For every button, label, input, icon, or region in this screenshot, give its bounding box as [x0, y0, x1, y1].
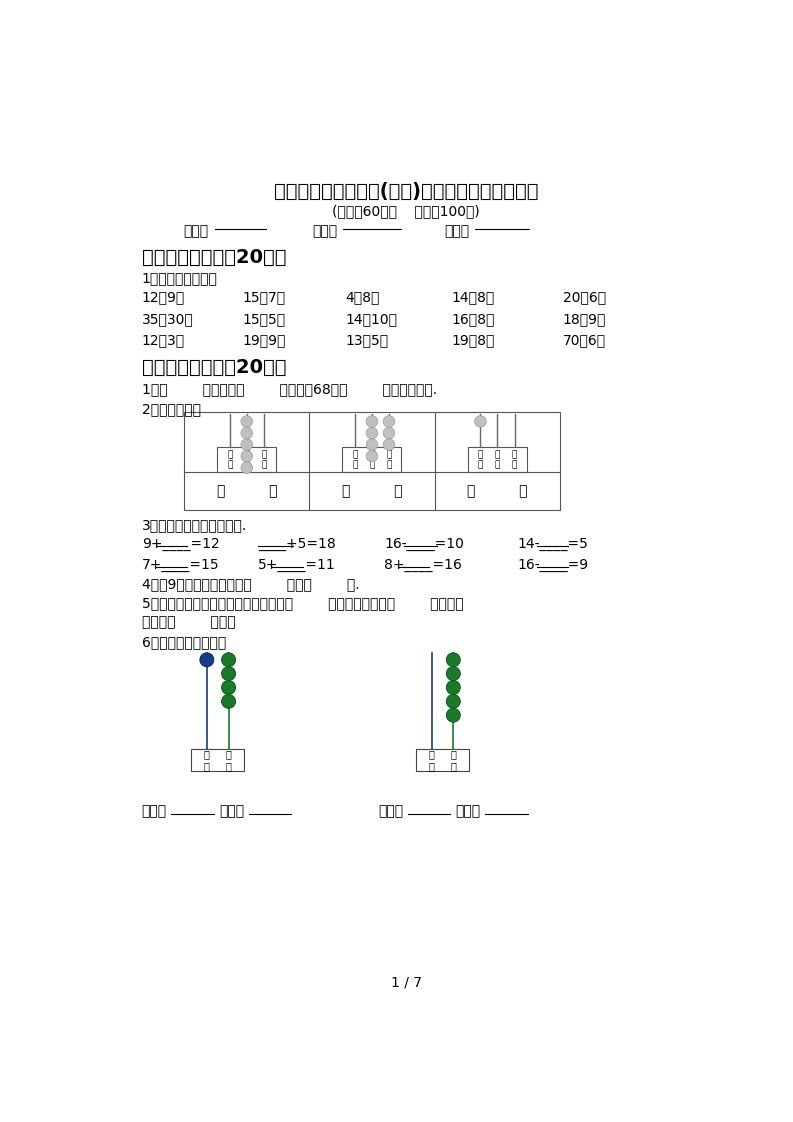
Text: 19－9＝: 19－9＝ — [243, 333, 285, 348]
Circle shape — [221, 666, 236, 681]
Bar — [416, 749, 469, 771]
Circle shape — [446, 681, 460, 695]
Text: 9+____=12: 9+____=12 — [142, 536, 220, 551]
Text: 姓名：: 姓名： — [312, 224, 337, 238]
Text: 一、计算小能手（20分）: 一、计算小能手（20分） — [142, 248, 286, 267]
Text: 70＋6＝: 70＋6＝ — [562, 333, 606, 348]
Bar — [185, 412, 560, 511]
Text: 1 / 7: 1 / 7 — [390, 975, 422, 990]
Circle shape — [241, 462, 253, 473]
Circle shape — [446, 666, 460, 681]
Bar — [217, 448, 276, 472]
Circle shape — [221, 695, 236, 708]
Text: （          ）: （ ） — [216, 485, 277, 498]
Text: 十
位: 十 位 — [244, 450, 250, 469]
Text: 班级：: 班级： — [183, 224, 208, 238]
Circle shape — [221, 681, 236, 695]
Text: 13－5＝: 13－5＝ — [346, 333, 389, 348]
Text: 15＋5＝: 15＋5＝ — [243, 312, 285, 325]
Text: 14-____=5: 14-____=5 — [518, 536, 588, 551]
Text: 20＋6＝: 20＋6＝ — [562, 291, 606, 304]
Text: 6、写一写，读一读。: 6、写一写，读一读。 — [142, 635, 226, 650]
Text: 16－8＝: 16－8＝ — [452, 312, 495, 325]
Circle shape — [475, 415, 486, 427]
Text: 4、和9万相邻的两个数是（        ）和（        ）.: 4、和9万相邻的两个数是（ ）和（ ）. — [142, 578, 359, 591]
Text: (时间：60分钟    分数：100分): (时间：60分钟 分数：100分) — [332, 204, 480, 218]
Text: 5、计数器上，从右边数起，第一位是（        ）位，第二位是（        ）位，第: 5、计数器上，从右边数起，第一位是（ ）位，第二位是（ ）位，第 — [142, 597, 463, 610]
Text: 十
位: 十 位 — [429, 749, 435, 771]
Text: 百
位: 百 位 — [477, 450, 483, 469]
Text: 12－3＝: 12－3＝ — [142, 333, 185, 348]
Text: 个
位: 个 位 — [226, 749, 232, 771]
Circle shape — [446, 695, 460, 708]
Circle shape — [200, 653, 214, 666]
Circle shape — [383, 439, 395, 450]
Circle shape — [366, 415, 377, 427]
Text: 读作：: 读作： — [456, 804, 481, 819]
Text: 百
位: 百 位 — [227, 450, 232, 469]
Text: 个
位: 个 位 — [261, 450, 266, 469]
Text: 写作：: 写作： — [378, 804, 404, 819]
Text: 1、直接写出得数。: 1、直接写出得数。 — [142, 270, 217, 285]
Text: 十
位: 十 位 — [370, 450, 374, 469]
Bar — [191, 749, 244, 771]
Circle shape — [383, 415, 395, 427]
Text: 新人教版一年级数学(下册)期末质量分析卷及答案: 新人教版一年级数学(下册)期末质量分析卷及答案 — [274, 183, 538, 201]
Bar — [343, 448, 401, 472]
Text: 5+____=11: 5+____=11 — [258, 558, 335, 572]
Text: 15－7＝: 15－7＝ — [243, 291, 285, 304]
Text: 7+____=15: 7+____=15 — [142, 558, 220, 572]
Bar — [468, 448, 527, 472]
Text: ____+5=18: ____+5=18 — [258, 536, 335, 551]
Circle shape — [383, 427, 395, 439]
Text: 14－10＝: 14－10＝ — [346, 312, 397, 325]
Text: 35－30＝: 35－30＝ — [142, 312, 193, 325]
Text: 个
位: 个 位 — [386, 450, 392, 469]
Text: 8+____=16: 8+____=16 — [385, 558, 462, 572]
Text: 19－8＝: 19－8＝ — [452, 333, 495, 348]
Text: 18－9＝: 18－9＝ — [562, 312, 606, 325]
Circle shape — [446, 653, 460, 666]
Circle shape — [241, 450, 253, 462]
Text: （          ）: （ ） — [342, 485, 402, 498]
Text: 14－8＝: 14－8＝ — [452, 291, 495, 304]
Text: 个
位: 个 位 — [450, 749, 456, 771]
Text: 16-____=10: 16-____=10 — [385, 536, 464, 551]
Text: 分数：: 分数： — [444, 224, 469, 238]
Text: 读作：: 读作： — [219, 804, 244, 819]
Circle shape — [241, 439, 253, 450]
Text: （          ）: （ ） — [467, 485, 527, 498]
Circle shape — [241, 415, 253, 427]
Text: 个
位: 个 位 — [511, 450, 517, 469]
Text: 十
位: 十 位 — [495, 450, 500, 469]
Text: 写作：: 写作： — [142, 804, 167, 819]
Text: 4＋8＝: 4＋8＝ — [346, 291, 380, 304]
Text: 16-____=9: 16-____=9 — [518, 558, 588, 572]
Circle shape — [241, 427, 253, 439]
Circle shape — [446, 708, 460, 723]
Text: 3、在横线上填上合适的数.: 3、在横线上填上合适的数. — [142, 518, 247, 532]
Circle shape — [221, 653, 236, 666]
Text: 三位是（        ）位。: 三位是（ ）位。 — [142, 615, 236, 629]
Text: 1、（        ）个十和（        ）个一是68；（        ）个十是一百.: 1、（ ）个十和（ ）个一是68；（ ）个十是一百. — [142, 383, 437, 396]
Circle shape — [366, 439, 377, 450]
Text: 2、看图写数。: 2、看图写数。 — [142, 402, 201, 416]
Text: 二、填空题。（共20分）: 二、填空题。（共20分） — [142, 358, 286, 377]
Circle shape — [366, 450, 377, 462]
Text: 12－9＝: 12－9＝ — [142, 291, 185, 304]
Text: 十
位: 十 位 — [204, 749, 210, 771]
Circle shape — [366, 427, 377, 439]
Text: 百
位: 百 位 — [352, 450, 358, 469]
